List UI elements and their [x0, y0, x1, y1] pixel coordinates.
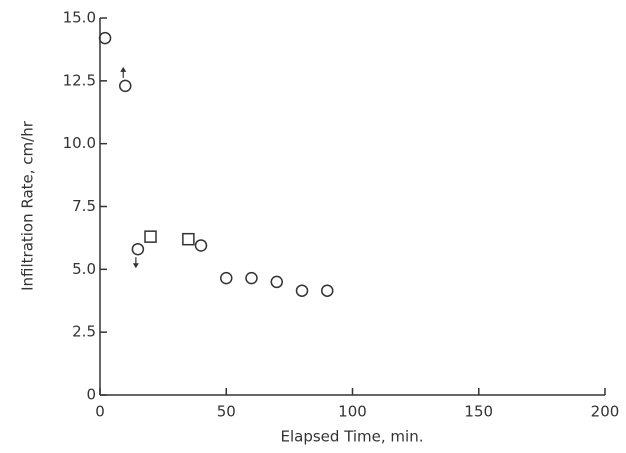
circle-point	[295, 284, 309, 297]
arrow-head	[132, 263, 139, 269]
x-tick-label: 50	[217, 403, 236, 421]
circle-point	[321, 284, 334, 297]
x-axis-label: Elapsed Time, min.	[281, 428, 424, 446]
square-point	[182, 232, 195, 246]
circle-point	[270, 275, 283, 289]
y-tick-label: 15.0	[63, 9, 96, 27]
arrow-head	[120, 66, 127, 72]
y-tick-label: 7.5	[72, 197, 96, 215]
x-tick-label: 200	[591, 403, 620, 421]
y-axis-label: Infiltration Rate, cm/hr	[19, 120, 37, 291]
y-tick-label: 12.5	[63, 71, 96, 89]
square-point	[144, 230, 157, 243]
circle-point	[131, 242, 145, 256]
x-tick-label: 100	[338, 403, 367, 421]
y-tick-label: 5.0	[72, 260, 96, 278]
y-tick-label: 2.5	[72, 323, 96, 341]
circle-point	[245, 271, 258, 285]
y-tick-label: 0	[86, 386, 96, 404]
circle-point	[220, 271, 233, 285]
x-tick-label: 0	[95, 403, 105, 421]
y-tick-label: 10.0	[63, 134, 96, 152]
x-tick-label: 150	[464, 403, 493, 421]
circle-point	[119, 79, 132, 93]
circle-point	[98, 31, 112, 45]
circle-point	[194, 239, 208, 252]
